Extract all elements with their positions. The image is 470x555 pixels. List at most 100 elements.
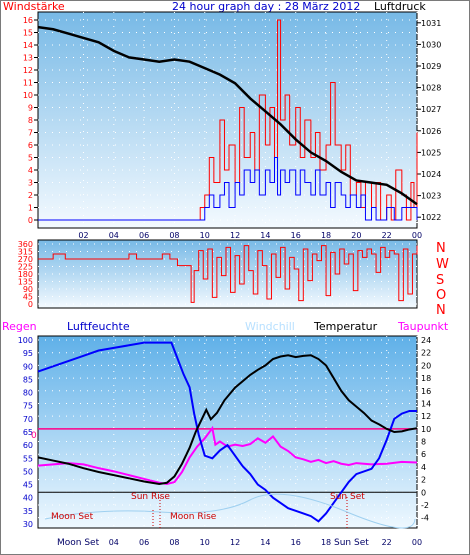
- hour-tick-label: 22: [382, 231, 392, 240]
- compass-west: W: [436, 257, 449, 272]
- wind-speed-tick-label: 16: [23, 16, 33, 25]
- wind-speed-tick-label: 11: [23, 79, 33, 88]
- direction-tick-label: 315: [18, 248, 33, 257]
- pressure-tick-label: 1026: [421, 127, 441, 136]
- pressure-tick-label: 1031: [421, 19, 441, 28]
- direction-tick-label: 135: [18, 278, 33, 287]
- humidity-tick-label: 70: [23, 415, 33, 424]
- temperature-tick-label: 0: [421, 488, 426, 497]
- astro-markers: [44, 493, 416, 529]
- temperature-tick-label: 20: [421, 361, 431, 370]
- humidity-tick-label: 85: [23, 375, 33, 384]
- temperature-line: [37, 354, 418, 486]
- wind-speed-tick-label: 5: [28, 154, 33, 163]
- direction-tick-label: 45: [23, 293, 33, 302]
- wind-gust-line: [38, 157, 418, 221]
- wind-speed-tick-label: 15: [23, 29, 33, 38]
- compass-north-top: N: [436, 241, 446, 256]
- direction-tick-label: 270: [18, 255, 33, 264]
- hour-tick-label: 10: [200, 538, 210, 547]
- humidity-tick-label: 45: [23, 481, 33, 490]
- wind-speed-tick-label: 4: [28, 166, 33, 175]
- top-hour-ticks: 02 04 06 08 10 12 14 16 18 20 22 00: [78, 231, 422, 240]
- temperature-tick-label: 8: [421, 438, 426, 447]
- compass-north-bottom: N: [436, 303, 446, 318]
- hour-tick-label: 18: [321, 231, 331, 240]
- pressure-tick-label: 1029: [421, 62, 441, 71]
- hour-tick-label: 12: [230, 231, 240, 240]
- pressure-tick-label: 1030: [421, 40, 441, 49]
- wind-speed-tick-label: 10: [23, 91, 33, 100]
- sun-set-label-top: Sun Set: [330, 492, 365, 502]
- moon-set-label-top: Moon Set: [51, 512, 94, 522]
- humidity-tick-label: 35: [23, 507, 33, 516]
- hour-tick-label: 14: [260, 231, 270, 240]
- legend-dewpoint: Taupunkt: [398, 320, 449, 333]
- humidity-tick-label: 80: [23, 389, 33, 398]
- pressure-ticks: 1022 1023 1024 1025 1026 1027 1028 1029 1030 1031: [417, 19, 441, 222]
- temperature-tick-label: -2: [421, 501, 429, 510]
- series-layer: [37, 19, 418, 523]
- bottom-panel: [37, 335, 418, 529]
- moon-rise-label: Moon Rise: [170, 512, 217, 522]
- humidity-tick-label: 30: [23, 520, 33, 529]
- temperature-tick-label: 14: [421, 399, 431, 408]
- wind-speed-tick-label: 0: [28, 216, 33, 225]
- humidity-tick-label: 75: [23, 402, 33, 411]
- pressure-tick-label: 1023: [421, 192, 441, 201]
- wind-direction-line: [38, 245, 418, 303]
- humidity-line: [37, 341, 417, 523]
- wind-speed-axis-title: Windstärke: [3, 0, 65, 13]
- temperature-tick-label: 2: [421, 476, 426, 485]
- hour-tick-label: 10: [200, 231, 210, 240]
- pressure-tick-label: 1022: [421, 213, 441, 222]
- bottom-hour-ticks: 04 06 08 10 12 14 16 18 22 00: [109, 538, 422, 547]
- hour-tick-label: 08: [169, 538, 179, 547]
- compass-east: O: [436, 288, 447, 303]
- hour-tick-label: 06: [139, 231, 149, 240]
- wind-speed-tick-label: 13: [23, 54, 33, 63]
- hour-tick-label: 00: [412, 538, 422, 547]
- legend-windchill: Windchill: [245, 320, 295, 333]
- wind-speed-tick-label: 2: [28, 191, 33, 200]
- pressure-axis-title: Luftdruck: [374, 0, 426, 13]
- temperature-tick-label: 24: [421, 336, 431, 345]
- dewpoint-line: [37, 425, 418, 486]
- temperature-tick-label: 12: [421, 412, 431, 421]
- direction-tick-label: 225: [18, 263, 33, 272]
- hour-tick-label: 00: [412, 231, 422, 240]
- direction-tick-label: 0: [28, 300, 33, 309]
- hour-tick-label: 16: [291, 231, 301, 240]
- pressure-line: [37, 25, 418, 206]
- hour-tick-label: 12: [230, 538, 240, 547]
- sun-set-label-bottom: Sun Set: [334, 538, 369, 548]
- hour-tick-label: 04: [109, 231, 119, 240]
- temperature-tick-label: -4: [421, 514, 429, 523]
- hour-tick-label: 20: [351, 231, 361, 240]
- temperature-tick-label: 4: [421, 463, 426, 472]
- hour-tick-label: 06: [139, 538, 149, 547]
- humidity-tick-label: 40: [23, 494, 33, 503]
- chart-title: 24 hour graph day : 28 März 2012: [172, 0, 361, 13]
- wind-speed-tick-label: 1: [28, 204, 33, 213]
- humidity-ticks: 30 35 40 45 50 55 60 65 70 75 80 85 90 95 100: [18, 336, 33, 529]
- wind-speed-tick-label: 8: [28, 116, 33, 125]
- wind-speed-tick-label: 14: [23, 41, 33, 50]
- legend-humidity: Luftfeuchte: [67, 320, 130, 333]
- wind-speed-tick-label: 12: [23, 66, 33, 75]
- hour-tick-label: 22: [382, 538, 392, 547]
- temperature-tick-label: 18: [421, 374, 431, 383]
- wind-speed-tick-label: 3: [28, 179, 33, 188]
- pressure-tick-label: 1027: [421, 105, 441, 114]
- humidity-tick-label: 100: [18, 336, 33, 345]
- legend-temperature: Temperatur: [314, 320, 378, 333]
- temperature-tick-label: 6: [421, 450, 426, 459]
- humidity-tick-label: 90: [23, 362, 33, 371]
- hour-tick-label: 16: [291, 538, 301, 547]
- compass-south: S: [436, 273, 445, 288]
- direction-tick-label: 360: [18, 240, 33, 249]
- hour-tick-label: 08: [169, 231, 179, 240]
- pressure-tick-label: 1025: [421, 148, 441, 157]
